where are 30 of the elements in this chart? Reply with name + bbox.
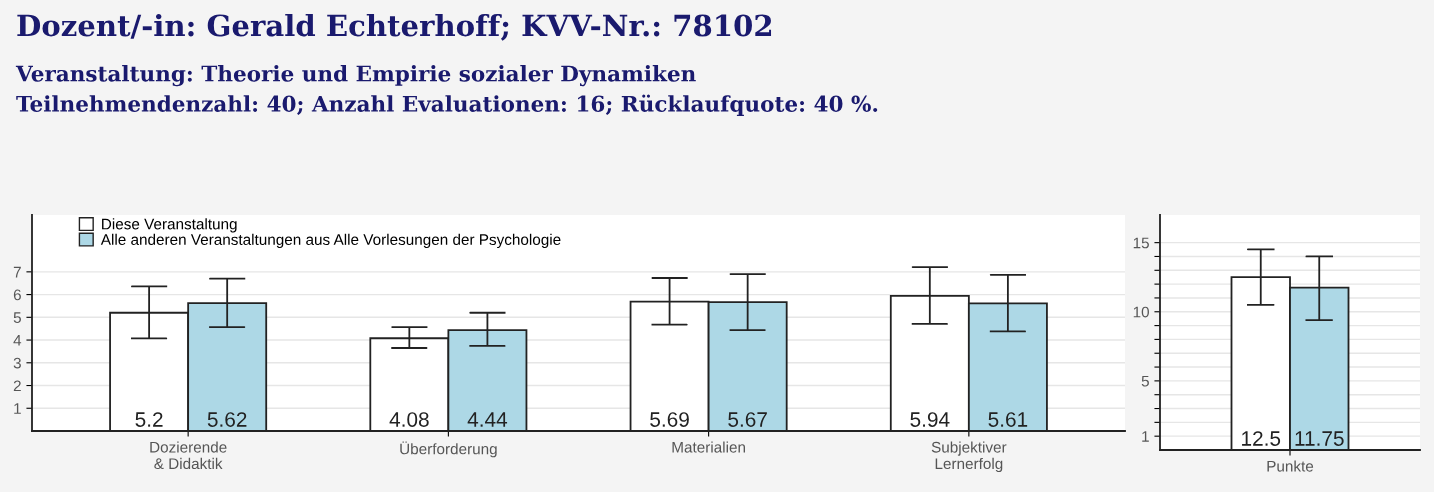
- data-label: 5.62: [207, 412, 247, 427]
- y-tick-label: 5: [13, 312, 21, 323]
- chart-title: Dozent/-in: Gerald Echterhoff; KVV-Nr.: 78102: [17, 13, 772, 41]
- y-tick-label: 7: [13, 266, 21, 278]
- data-label: 5.94: [910, 412, 950, 427]
- data-label: 4.08: [389, 412, 429, 427]
- y-tick-label: 4: [13, 335, 22, 346]
- data-label: 11.75: [1295, 431, 1344, 446]
- y-tick-label: 6: [13, 289, 21, 301]
- y-tick-label: 2: [13, 380, 21, 392]
- y-tick-label: 1: [14, 403, 21, 414]
- data-label: 12.5: [1242, 431, 1281, 446]
- data-label: 5.67: [728, 412, 767, 427]
- legend-label: Alle anderen Veranstaltungen aus Alle Vorlesungen der Psychologie: [100, 233, 561, 249]
- x-tick-label: Überforderung: [400, 441, 497, 458]
- x-tick-label: Materialien: [672, 441, 745, 453]
- y-tick-label: 1: [1142, 431, 1149, 442]
- y-tick-label: 10: [1133, 306, 1149, 318]
- y-tick-label: 5: [1141, 375, 1149, 387]
- x-tick-label: Subjektiver Lernerfolg: [931, 441, 1007, 473]
- data-label: 5.2: [135, 412, 163, 427]
- legend-label: Diese Veranstaltung: [102, 218, 237, 233]
- y-tick-label: 3: [13, 357, 21, 369]
- chart-subtitle: Veranstaltung: Theorie und Empirie sozialer Dynamiken Teilnehmendenzahl: 40; Anzahl Evaluationen: 16; Rücklaufquote: 40 %.: [15, 65, 878, 117]
- data-label: 4.44: [467, 412, 508, 427]
- y-tick-label: 15: [1133, 237, 1149, 249]
- data-label: 5.69: [650, 412, 689, 427]
- x-tick-label: Dozierende & Didaktik: [150, 441, 227, 470]
- data-label: 5.61: [988, 412, 1028, 427]
- x-tick-label: Punkte: [1267, 460, 1314, 472]
